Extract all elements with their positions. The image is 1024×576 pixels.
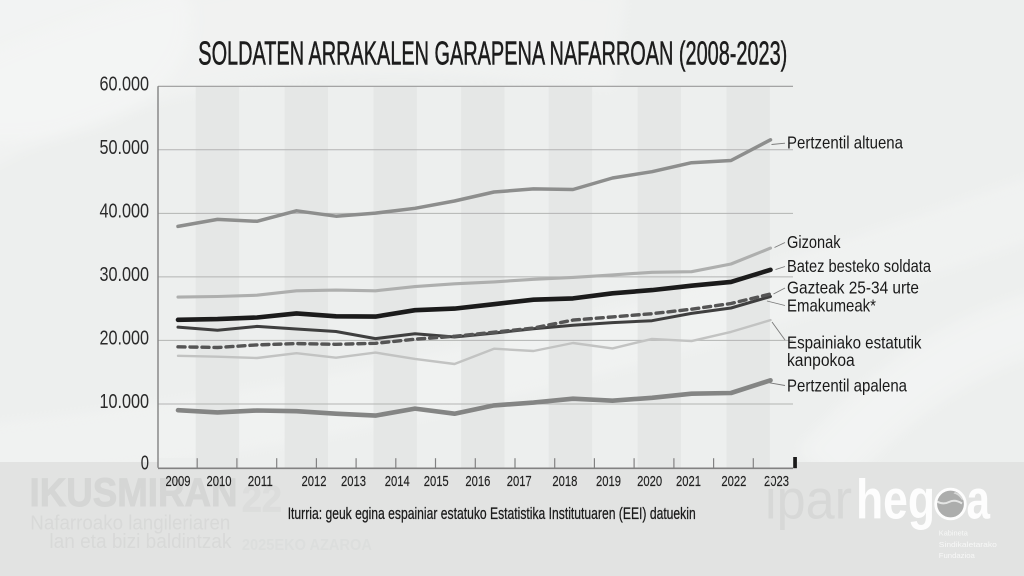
svg-text:50.000: 50.000	[100, 137, 150, 159]
svg-text:2017: 2017	[507, 473, 532, 490]
svg-text:Gazteak 25-34 urte: Gazteak 25-34 urte	[787, 278, 919, 298]
svg-text:2022: 2022	[721, 473, 746, 490]
svg-text:kanpokoa: kanpokoa	[787, 350, 855, 370]
svg-text:2018: 2018	[552, 473, 577, 490]
svg-text:heg: heg	[856, 467, 935, 530]
svg-text:2019: 2019	[596, 473, 621, 490]
svg-text:lan eta bizi baldintzak: lan eta bizi baldintzak	[49, 531, 232, 553]
svg-text:Fundazioa: Fundazioa	[939, 551, 976, 560]
svg-text:2013: 2013	[341, 473, 366, 490]
svg-text:Nafarroako langileriaren: Nafarroako langileriaren	[30, 512, 230, 534]
svg-text:60.000: 60.000	[100, 73, 150, 95]
svg-text:20.000: 20.000	[100, 327, 150, 349]
svg-text:IKUSMIRAN: IKUSMIRAN	[30, 471, 238, 515]
svg-text:ipar: ipar	[765, 467, 852, 530]
svg-text:10.000: 10.000	[100, 391, 150, 413]
svg-text:Sindikaletarako: Sindikaletarako	[939, 540, 997, 549]
svg-text:2016: 2016	[465, 473, 490, 490]
svg-text:2014: 2014	[385, 473, 410, 490]
svg-text:2012: 2012	[302, 473, 327, 490]
svg-text:2023: 2023	[764, 473, 789, 490]
svg-text:Gizonak: Gizonak	[787, 232, 841, 252]
svg-text:2015: 2015	[424, 473, 449, 490]
svg-text:Pertzentil apalena: Pertzentil apalena	[787, 375, 907, 395]
svg-text:22: 22	[242, 479, 282, 520]
svg-text:SOLDATEN ARRAKALEN GARAPENA NA: SOLDATEN ARRAKALEN GARAPENA NAFARROAN (2…	[198, 34, 787, 71]
svg-text:Emakumeak*: Emakumeak*	[787, 296, 876, 316]
svg-text:Pertzentil altuena: Pertzentil altuena	[787, 132, 903, 152]
svg-text:0: 0	[141, 453, 149, 475]
svg-text:Iturria: geuk egina espainiar: Iturria: geuk egina espainiar estatuko E…	[288, 505, 696, 523]
svg-text:2010: 2010	[207, 473, 232, 490]
svg-text:2025EKO AZAROA: 2025EKO AZAROA	[242, 537, 372, 554]
svg-text:2020: 2020	[637, 473, 662, 490]
svg-text:Batez besteko soldata: Batez besteko soldata	[787, 256, 931, 276]
svg-text:2009: 2009	[166, 473, 191, 490]
svg-text:Espainiako estatutik: Espainiako estatutik	[787, 332, 922, 352]
svg-text:30.000: 30.000	[100, 264, 150, 286]
svg-text:2021: 2021	[676, 473, 701, 490]
svg-text:40.000: 40.000	[100, 200, 150, 222]
svg-text:Kabineta: Kabineta	[939, 529, 969, 538]
svg-text:2011: 2011	[248, 473, 273, 490]
svg-text:a: a	[967, 467, 991, 530]
